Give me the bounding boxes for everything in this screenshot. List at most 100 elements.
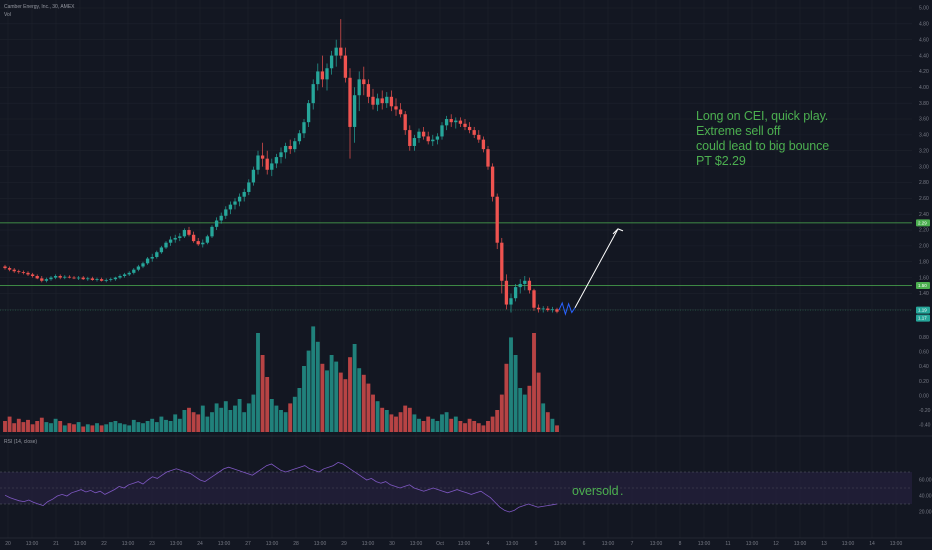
price-tick-label: 1.80 xyxy=(919,259,929,265)
time-axis: 20 13:00 21 13:00 22 13:00 23 13:00 24 13:00 27 13:… xyxy=(5,541,902,547)
volume-bar xyxy=(177,418,182,432)
volume-bar xyxy=(44,422,49,432)
volume-bar xyxy=(219,407,224,432)
volume-bar xyxy=(104,424,109,432)
candle-body xyxy=(500,242,504,281)
candle-body xyxy=(348,77,352,127)
volume-bar xyxy=(7,416,12,432)
candle-body xyxy=(145,258,150,264)
time-tick-label: 13:00 xyxy=(170,541,183,547)
rsi-line xyxy=(4,461,558,513)
horizontal-levels xyxy=(0,222,912,311)
candle-body xyxy=(398,109,403,115)
candle-body xyxy=(325,68,329,80)
time-tick-label: 7 xyxy=(631,541,634,547)
time-tick-label: 13:00 xyxy=(410,541,423,547)
volume-bar xyxy=(499,394,504,432)
candle-body xyxy=(546,308,550,311)
candle-body xyxy=(477,134,481,140)
time-tick-label: 13:00 xyxy=(650,541,663,547)
time-tick-label: 28 xyxy=(293,541,299,547)
annotation-line-1: Long on CEI, quick play. xyxy=(696,109,829,123)
candle-body xyxy=(256,155,260,170)
volume-bar xyxy=(168,421,173,432)
candle-body xyxy=(518,283,522,288)
candle-body xyxy=(454,120,458,123)
candle-body xyxy=(302,122,306,134)
candle-body xyxy=(283,145,288,153)
candle-body xyxy=(205,236,210,243)
volume-tick-label: 0.40 xyxy=(919,364,929,370)
volume-bar xyxy=(251,394,256,432)
volume-bar xyxy=(99,425,104,432)
volume-bar xyxy=(16,418,21,432)
volume-bar xyxy=(3,421,7,432)
candle-body xyxy=(155,252,159,257)
candle-body xyxy=(509,298,513,305)
volume-bar xyxy=(513,355,518,432)
candle-body xyxy=(164,242,168,248)
price-level-tag-label: 1.19 xyxy=(918,308,927,313)
candle-body xyxy=(385,96,389,104)
candle-body xyxy=(86,278,90,280)
volume-bar xyxy=(306,350,311,432)
price-level-tag-label: 2.29 xyxy=(918,220,927,225)
volume-bar xyxy=(421,421,426,432)
volume-bar xyxy=(325,370,329,432)
rsi-tick-label: 20.00 xyxy=(919,510,932,516)
volume-bar xyxy=(118,423,122,432)
candle-body xyxy=(173,237,177,240)
volume-bar xyxy=(481,425,486,432)
volume-bar xyxy=(467,418,472,432)
rsi-label: RSI (14, close) xyxy=(4,439,38,445)
projection-zigzag xyxy=(558,301,576,316)
volume-bar xyxy=(550,418,555,432)
candle-body xyxy=(403,114,407,131)
annotation-line-2: Extreme sell off xyxy=(696,124,781,138)
volume-bar xyxy=(49,423,53,432)
candle-body xyxy=(228,204,233,210)
candle-body xyxy=(224,209,228,216)
price-level-tag xyxy=(916,282,930,290)
volume-bar xyxy=(131,419,136,432)
candle-body xyxy=(99,279,104,281)
candle-body xyxy=(274,157,279,164)
volume-bar xyxy=(357,368,362,432)
volume-bar xyxy=(265,377,270,432)
candle-body xyxy=(270,163,274,170)
volume-bar xyxy=(426,416,431,432)
candle-body xyxy=(449,119,453,123)
time-tick-label: 13:00 xyxy=(698,541,711,547)
volume-bar xyxy=(338,372,343,432)
candle-body xyxy=(495,196,499,243)
volume-bar xyxy=(228,410,233,432)
candle-body xyxy=(136,266,141,270)
candle-body xyxy=(247,182,251,192)
candle-body xyxy=(486,149,490,167)
candle-body xyxy=(527,280,532,291)
time-tick-label: 21 xyxy=(53,541,59,547)
candle-body xyxy=(81,277,85,280)
candle-body xyxy=(555,309,559,312)
candle-body xyxy=(196,241,200,245)
candle-body xyxy=(127,272,131,275)
volume-bar xyxy=(21,422,26,432)
time-tick-label: 13:00 xyxy=(362,541,375,547)
volume-label: Vol xyxy=(4,12,11,18)
volume-bar xyxy=(536,372,541,432)
candle-body xyxy=(389,96,394,107)
candle-body xyxy=(12,269,16,272)
volume-bar xyxy=(159,416,164,432)
price-tick-label: 4.00 xyxy=(919,85,929,91)
price-tick-label: 4.40 xyxy=(919,53,929,59)
volume-bar xyxy=(274,405,279,432)
candle-body xyxy=(366,84,371,97)
candle-body xyxy=(458,120,463,124)
candle-body xyxy=(375,98,380,105)
volume-bar xyxy=(187,407,191,432)
candle-body xyxy=(67,276,72,278)
candle-body xyxy=(53,276,58,278)
candle-body xyxy=(435,136,440,140)
candlesticks xyxy=(3,19,559,314)
volume-bar xyxy=(233,405,237,432)
